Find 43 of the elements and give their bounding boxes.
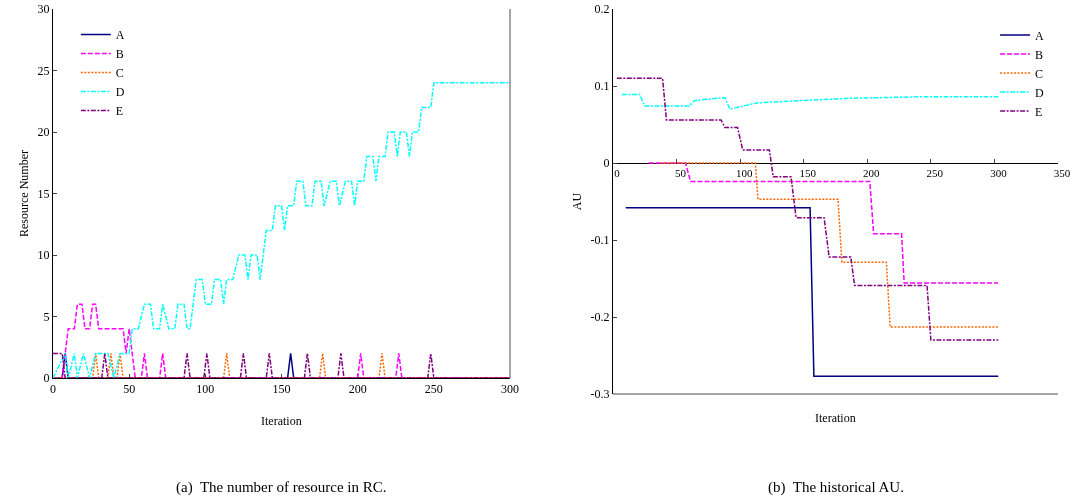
x-tick-label: 300 <box>501 382 519 397</box>
y-axis-title: AU <box>569 192 584 211</box>
legend-label: B <box>115 47 124 62</box>
x-tick-label: 150 <box>272 382 291 397</box>
text: (a) The number of resource in RC. <box>176 479 387 496</box>
y-tick-label: -0.1 <box>590 233 610 248</box>
y-tick-label: 0 <box>43 371 50 386</box>
legend-label: A <box>1035 28 1045 43</box>
y-tick-label: 0.1 <box>594 79 610 94</box>
y-tick-label: 0.2 <box>594 2 610 17</box>
x-tick-label: 200 <box>348 382 367 397</box>
x-tick-label: 250 <box>926 167 944 180</box>
x-tick-label: 200 <box>863 167 881 180</box>
y-tick-label: -0.3 <box>590 387 610 402</box>
y-tick-label: 25 <box>37 63 50 78</box>
legend-label: C <box>115 66 124 81</box>
x-tick-label: 100 <box>735 167 753 180</box>
line-series <box>621 93 999 110</box>
y-tick-label: 15 <box>37 186 50 201</box>
x-tick-label: 50 <box>675 167 687 180</box>
legend-label: E <box>1035 104 1043 119</box>
text: (b) The historical AU. <box>768 479 904 496</box>
x-axis-title: Iteration <box>261 414 302 428</box>
y-tick-label: 20 <box>37 125 50 140</box>
x-tick-label: 300 <box>990 167 1008 180</box>
x-tick-label: 0 <box>614 167 621 180</box>
y-tick-label: -0.2 <box>590 310 610 325</box>
legend-label: C <box>1035 66 1044 81</box>
y-tick-label: 5 <box>43 309 50 324</box>
x-tick-label: 150 <box>799 167 817 180</box>
y-tick-label: 10 <box>37 248 50 263</box>
y-axis-title: Resource Number <box>16 150 31 237</box>
x-axis-title: Iteration <box>815 411 856 425</box>
y-tick-label: 30 <box>37 2 50 17</box>
x-tick-label: 50 <box>123 382 136 397</box>
x-tick-label: 100 <box>196 382 215 397</box>
legend-label: A <box>115 28 125 43</box>
x-tick-label: 350 <box>1053 167 1071 180</box>
legend-label: D <box>115 85 125 100</box>
legend-label: E <box>115 104 124 119</box>
legend-label: D <box>1035 85 1045 100</box>
x-tick-label: 250 <box>424 382 443 397</box>
legend-label: B <box>1035 47 1044 62</box>
